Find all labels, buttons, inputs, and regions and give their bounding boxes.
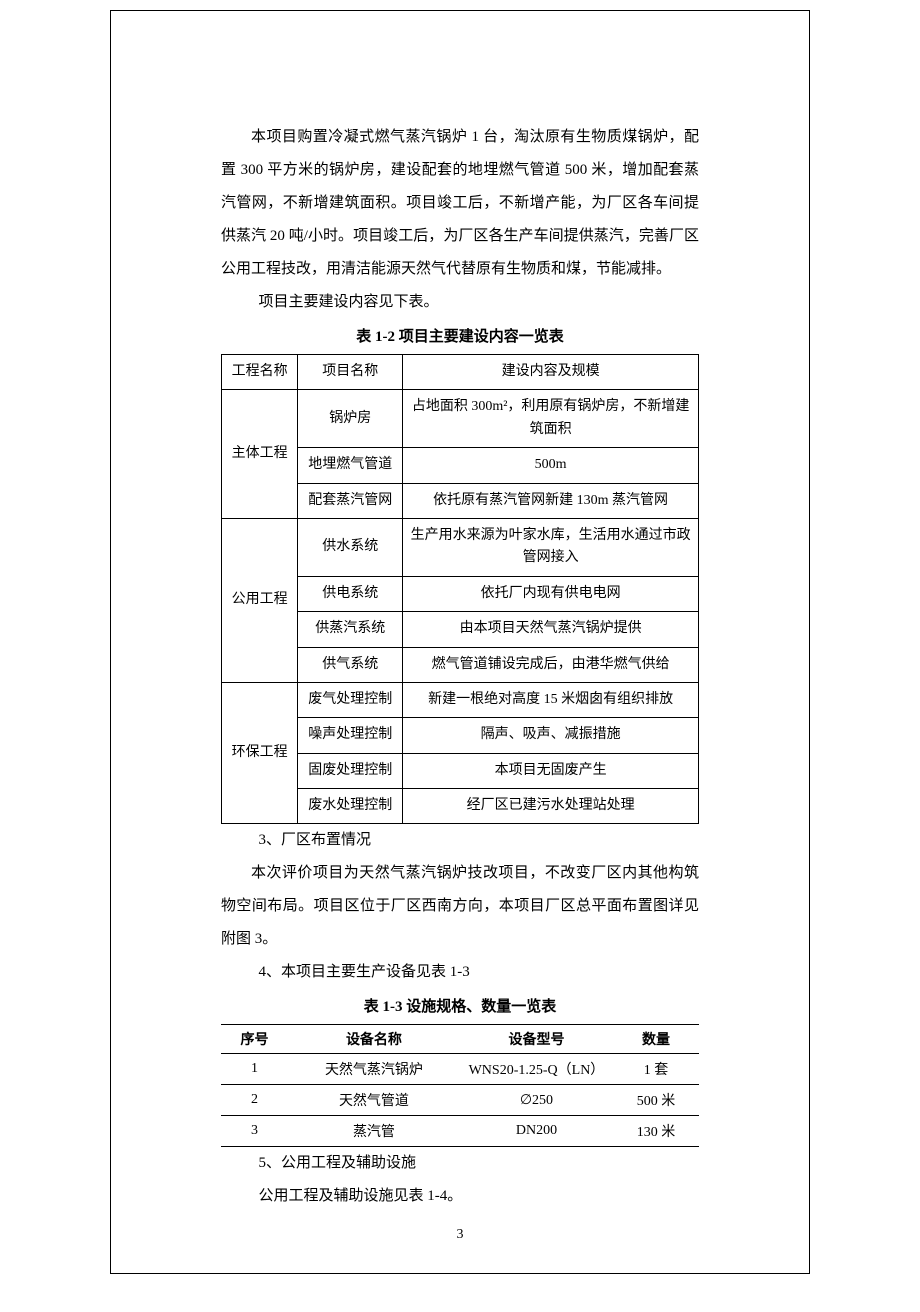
document-page: 本项目购置冷凝式燃气蒸汽锅炉 1 台，淘汰原有生物质煤锅炉，配置 300 平方米… — [110, 10, 810, 1274]
paragraph-utility: 公用工程及辅助设施见表 1-4。 — [221, 1180, 699, 1213]
item-content: 由本项目天然气蒸汽锅炉提供 — [403, 612, 699, 647]
table-equipment-spec: 序号 设备名称 设备型号 数量 1 天然气蒸汽锅炉 WNS20-1.25-Q（L… — [221, 1024, 699, 1147]
item-name: 废水处理控制 — [298, 789, 403, 824]
item-content: 隔声、吸声、减振措施 — [403, 718, 699, 753]
item-name: 配套蒸汽管网 — [298, 483, 403, 518]
item-name: 锅炉房 — [298, 390, 403, 448]
eq-model: WNS20-1.25-Q（LN） — [460, 1054, 613, 1085]
item-content: 500m — [403, 448, 699, 483]
item-content: 依托厂内现有供电电网 — [403, 576, 699, 611]
item-name: 固废处理控制 — [298, 753, 403, 788]
group-name: 主体工程 — [222, 390, 298, 519]
table-row: 2 天然气管道 ∅250 500 米 — [221, 1085, 699, 1116]
paragraph-layout: 本次评价项目为天然气蒸汽锅炉技改项目，不改变厂区内其他构筑物空间布局。项目区位于… — [221, 857, 699, 956]
table-row: 1 天然气蒸汽锅炉 WNS20-1.25-Q（LN） 1 套 — [221, 1054, 699, 1085]
eq-no: 3 — [221, 1116, 288, 1147]
item-content: 经厂区已建污水处理站处理 — [403, 789, 699, 824]
t2-col-0: 序号 — [221, 1025, 288, 1054]
group-name: 公用工程 — [222, 518, 298, 682]
item-name: 供气系统 — [298, 647, 403, 682]
t1-col-0: 工程名称 — [222, 355, 298, 390]
table-construction-content: 工程名称 项目名称 建设内容及规模 主体工程 锅炉房 占地面积 300m²，利用… — [221, 354, 699, 824]
item-name: 供蒸汽系统 — [298, 612, 403, 647]
t1-col-2: 建设内容及规模 — [403, 355, 699, 390]
table1-title: 表 1-2 项目主要建设内容一览表 — [221, 321, 699, 354]
eq-no: 2 — [221, 1085, 288, 1116]
table2-head: 序号 设备名称 设备型号 数量 — [221, 1025, 699, 1054]
item-content: 生产用水来源为叶家水库，生活用水通过市政管网接入 — [403, 518, 699, 576]
t2-col-2: 设备型号 — [460, 1025, 613, 1054]
eq-name: 蒸汽管 — [288, 1116, 460, 1147]
t2-col-3: 数量 — [613, 1025, 699, 1054]
section-4-head: 4、本项目主要生产设备见表 1-3 — [221, 956, 699, 989]
item-content: 占地面积 300m²，利用原有锅炉房，不新增建筑面积 — [403, 390, 699, 448]
eq-qty: 500 米 — [613, 1085, 699, 1116]
item-name: 废气处理控制 — [298, 682, 403, 717]
eq-qty: 130 米 — [613, 1116, 699, 1147]
section-3-head: 3、厂区布置情况 — [221, 824, 699, 857]
eq-name: 天然气蒸汽锅炉 — [288, 1054, 460, 1085]
table-row: 3 蒸汽管 DN200 130 米 — [221, 1116, 699, 1147]
table-row: 公用工程 供水系统 生产用水来源为叶家水库，生活用水通过市政管网接入 — [222, 518, 699, 576]
item-content: 新建一根绝对高度 15 米烟囱有组织排放 — [403, 682, 699, 717]
eq-name: 天然气管道 — [288, 1085, 460, 1116]
eq-no: 1 — [221, 1054, 288, 1085]
item-content: 燃气管道铺设完成后，由港华燃气供给 — [403, 647, 699, 682]
eq-model: DN200 — [460, 1116, 613, 1147]
item-name: 供电系统 — [298, 576, 403, 611]
eq-qty: 1 套 — [613, 1054, 699, 1085]
table-row: 主体工程 锅炉房 占地面积 300m²，利用原有锅炉房，不新增建筑面积 — [222, 390, 699, 448]
paragraph-seetable: 项目主要建设内容见下表。 — [221, 286, 699, 319]
item-name: 供水系统 — [298, 518, 403, 576]
paragraph-intro: 本项目购置冷凝式燃气蒸汽锅炉 1 台，淘汰原有生物质煤锅炉，配置 300 平方米… — [221, 121, 699, 286]
table1-body: 主体工程 锅炉房 占地面积 300m²，利用原有锅炉房，不新增建筑面积 地埋燃气… — [222, 390, 699, 824]
item-content: 依托原有蒸汽管网新建 130m 蒸汽管网 — [403, 483, 699, 518]
table2-title: 表 1-3 设施规格、数量一览表 — [221, 991, 699, 1024]
section-5-head: 5、公用工程及辅助设施 — [221, 1147, 699, 1180]
item-name: 地埋燃气管道 — [298, 448, 403, 483]
table-row: 环保工程 废气处理控制 新建一根绝对高度 15 米烟囱有组织排放 — [222, 682, 699, 717]
eq-model: ∅250 — [460, 1085, 613, 1116]
page-number: 3 — [111, 1227, 809, 1243]
t1-col-1: 项目名称 — [298, 355, 403, 390]
table1-head: 工程名称 项目名称 建设内容及规模 — [222, 355, 699, 390]
item-content: 本项目无固废产生 — [403, 753, 699, 788]
group-name: 环保工程 — [222, 682, 298, 824]
table2-body: 1 天然气蒸汽锅炉 WNS20-1.25-Q（LN） 1 套 2 天然气管道 ∅… — [221, 1054, 699, 1147]
t2-col-1: 设备名称 — [288, 1025, 460, 1054]
item-name: 噪声处理控制 — [298, 718, 403, 753]
